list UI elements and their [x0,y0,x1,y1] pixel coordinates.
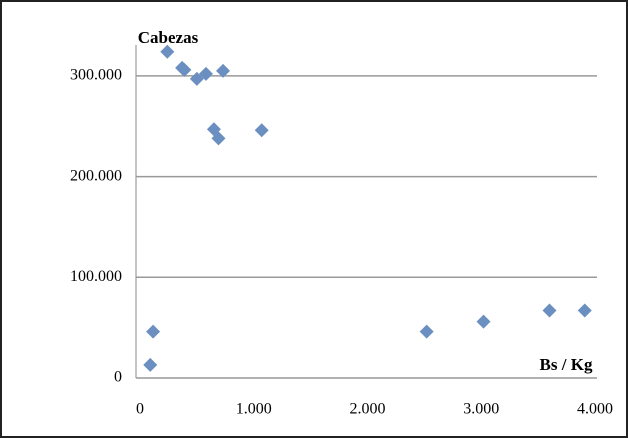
point [542,303,557,318]
y-axis-title: Cabezas [138,28,199,47]
point [476,314,491,329]
point [146,324,161,339]
point [160,44,175,59]
x-tick-label: 4.000 [577,401,613,418]
y-tick-label: 200.000 [70,167,122,184]
point [177,62,192,77]
y-tick-label: 0 [114,369,122,386]
x-tick-label: 3.000 [463,401,499,418]
point [216,63,231,78]
point [254,123,269,138]
point [198,66,213,81]
y-tick-label: 100.000 [70,268,122,285]
x-tick-label: 0 [136,401,144,418]
x-tick-label: 1.000 [236,401,272,418]
point [419,324,434,339]
point [211,131,226,146]
x-axis-title: Bs / Kg [540,355,593,374]
y-tick-label: 300.000 [70,67,122,84]
point [577,303,592,318]
x-tick-label: 2.000 [350,401,386,418]
point [189,71,204,86]
point [143,357,158,372]
